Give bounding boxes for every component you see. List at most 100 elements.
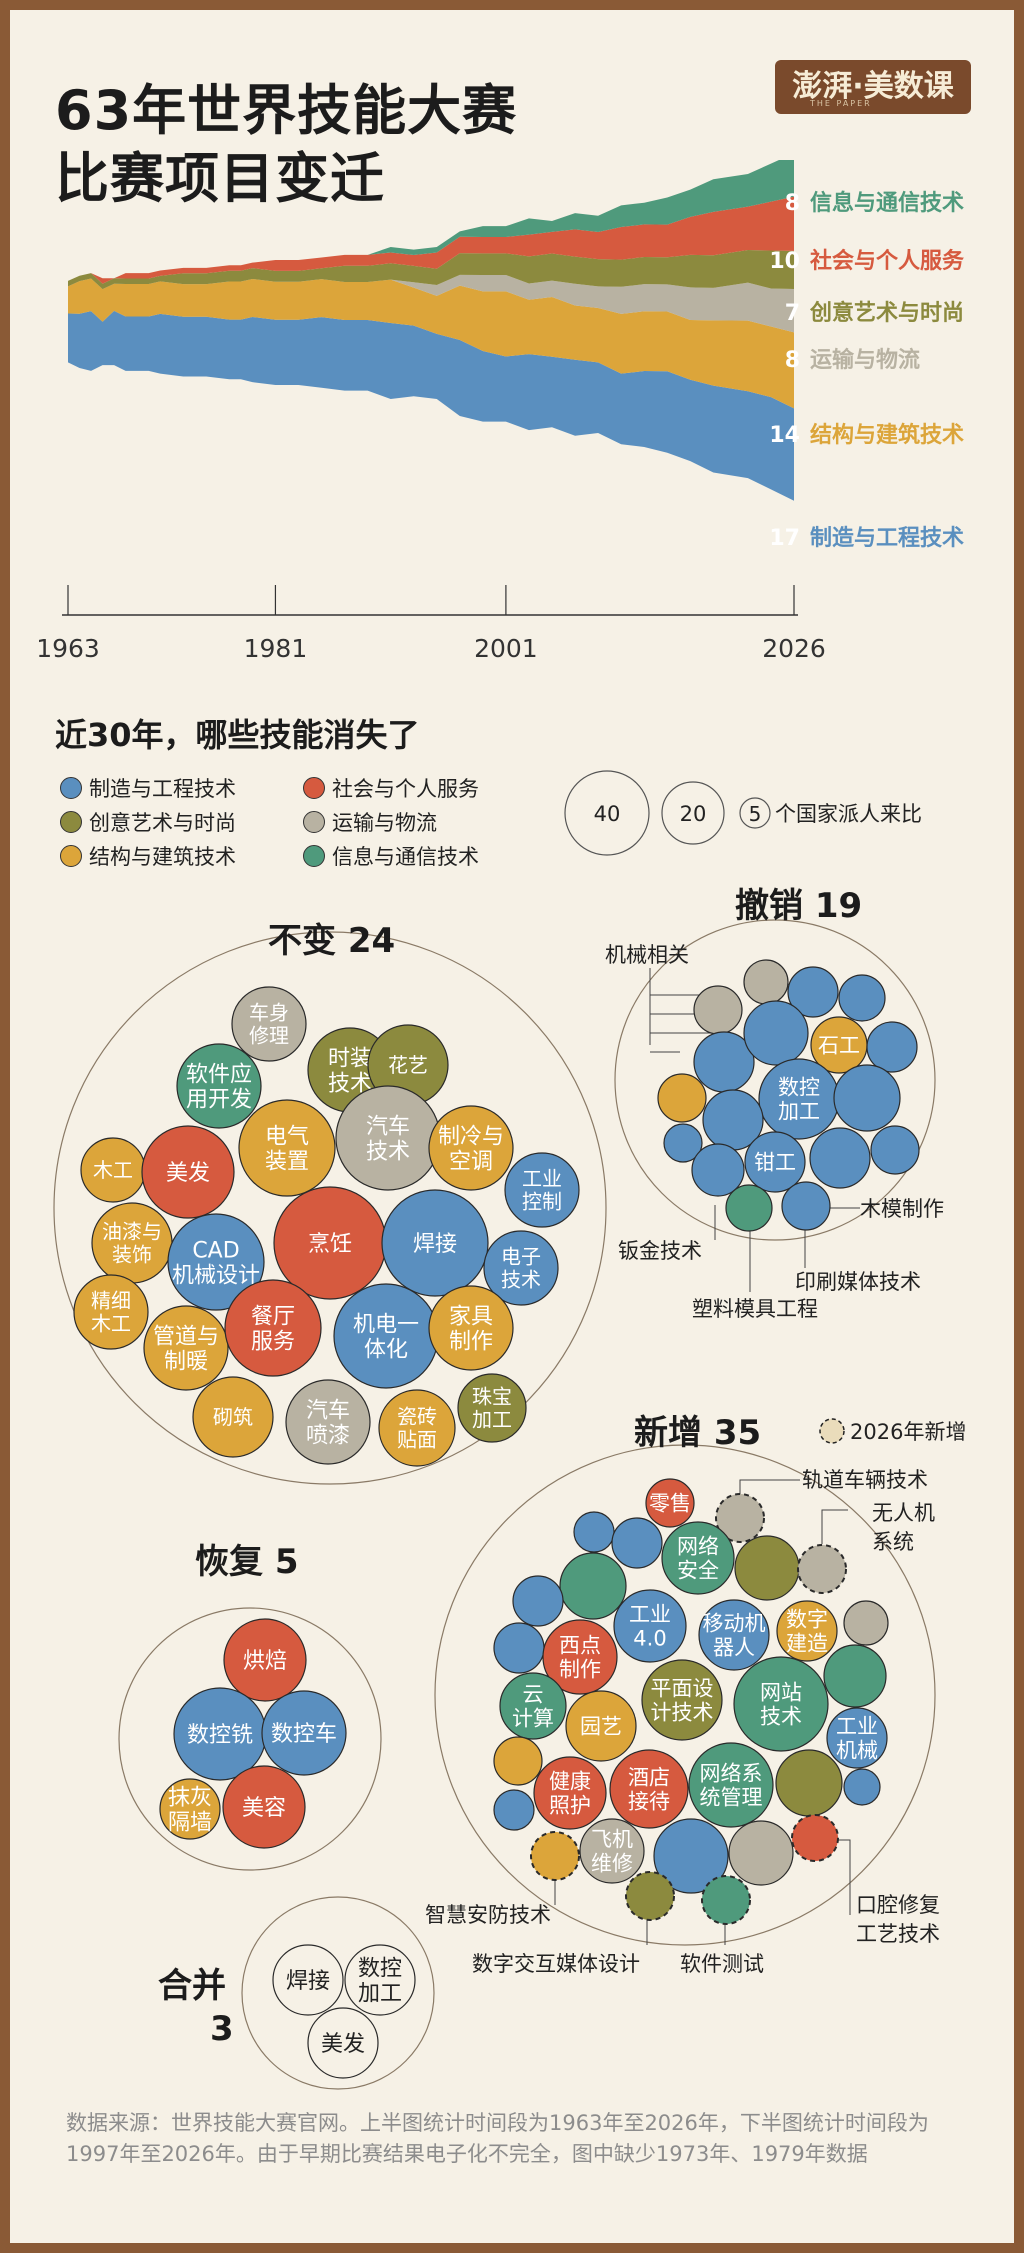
bubble-label: 计技术 (651, 1701, 714, 1725)
size-legend-value: 5 (749, 802, 762, 826)
bubble-label: 飞机 (591, 1827, 633, 1851)
area-series-5 (68, 160, 794, 281)
annotation-rail-vehicle: 轨道车辆技术 (802, 1468, 928, 1492)
bubble (609, 1749, 689, 1829)
bubble (428, 1105, 514, 1191)
bubble-label: 工业 (836, 1714, 878, 1738)
bubble (691, 1143, 745, 1197)
bubble (141, 1125, 235, 1219)
legend-dot (60, 845, 82, 867)
size-legend-value: 40 (594, 802, 621, 826)
final-value-label: 8 (785, 191, 800, 216)
bubble-label: 汽车 (366, 1114, 410, 1139)
bubble-label: 石工 (818, 1034, 860, 1058)
bubble (625, 1871, 675, 1921)
bubble-label: 餐厅 (251, 1304, 295, 1329)
annotation-drone-line2: 系统 (872, 1530, 914, 1554)
group-outline-merged (241, 1896, 435, 2090)
group-title-restored: 恢复 5 (195, 1542, 299, 1582)
bubble (733, 1656, 829, 1752)
legend-item-construction: 结构与建筑技术 (60, 841, 236, 871)
bubble-label: 装置 (265, 1150, 309, 1175)
bubble (223, 1618, 307, 1702)
bubble (579, 1818, 645, 1884)
legend-item-social: 社会与个人服务 (303, 773, 479, 803)
size-legend-circle-40 (564, 770, 650, 856)
bubble (222, 1765, 306, 1849)
bubble-label: 木工 (93, 1158, 133, 1182)
series-end-label: 制造与工程技术 (810, 526, 964, 551)
x-tick-label: 2001 (474, 634, 538, 663)
area-series-2 (68, 274, 794, 333)
bubble-label: 酒店 (628, 1765, 670, 1789)
bubble (530, 1831, 580, 1881)
infographic-page: 63年世界技能大赛 比赛项目变迁 澎湃·美数课 THE PAPER 1963 19… (10, 10, 1014, 2243)
bubble (725, 1184, 773, 1232)
bubble-label: 西点 (559, 1633, 601, 1657)
bubble (734, 1535, 800, 1601)
legend-dot (60, 811, 82, 833)
legend-item-creative: 创意艺术与时尚 (60, 807, 236, 837)
bubble-label: 数控 (358, 1956, 402, 1981)
bubble-label: 用开发 (186, 1088, 252, 1113)
bubble (866, 1021, 918, 1073)
bubble (428, 1285, 514, 1371)
legend-label: 社会与个人服务 (332, 777, 479, 801)
group-outline-removed (614, 919, 936, 1241)
title-line-1: 63年世界技能大赛 (55, 79, 518, 142)
bubble (307, 2007, 379, 2079)
bubble (261, 1690, 347, 1776)
bubble-label: 器人 (713, 1636, 755, 1660)
bubble-label: 工业 (522, 1167, 562, 1191)
bubble (743, 1000, 809, 1066)
bubble-label: 维修 (591, 1852, 633, 1876)
annotation-mechanical: 机械相关 (605, 943, 689, 967)
bubble-label: 建造 (786, 1632, 828, 1656)
bubble (224, 1279, 322, 1377)
group-title-unchanged: 不变 24 (268, 921, 395, 961)
title-line-2: 比赛项目变迁 (55, 147, 385, 210)
bubble (688, 1742, 774, 1828)
bubble (565, 1690, 637, 1762)
bubble (285, 1379, 371, 1465)
size-legend-circle-5 (739, 797, 771, 829)
bubble (838, 974, 886, 1022)
annotation-dental-line2: 工艺技术 (856, 1922, 940, 1946)
bubble (833, 1064, 901, 1132)
series-end-label: 结构与建筑技术 (810, 422, 964, 448)
bubble-label: 平面设 (651, 1676, 714, 1700)
bubble-label: 木工 (91, 1312, 131, 1336)
bubble (573, 1511, 615, 1553)
bubble (775, 1749, 843, 1817)
legend-label: 制造与工程技术 (89, 777, 236, 801)
bubble (663, 1123, 703, 1163)
x-tick-label: 1963 (36, 634, 100, 663)
bubble (231, 986, 307, 1062)
bubble (381, 1189, 489, 1297)
final-value-label: 14 (769, 423, 800, 448)
bubble (823, 1644, 887, 1708)
bubble (159, 1778, 221, 1840)
bubble (512, 1575, 564, 1627)
bubble (143, 1305, 229, 1391)
bubble-label: 烘焙 (243, 1649, 287, 1674)
annotation-dental-line1: 口腔修复 (856, 1893, 940, 1917)
bubble (533, 1756, 607, 1830)
bubble-label: 美发 (321, 2032, 365, 2057)
bubble (787, 966, 839, 1018)
bubble-label: 加工 (472, 1408, 512, 1432)
bubble-label: 接待 (628, 1790, 670, 1814)
bubble-label: 家具 (449, 1304, 493, 1329)
bubble (378, 1389, 456, 1467)
legend-item-manufacturing: 制造与工程技术 (60, 773, 236, 803)
bubble (238, 1099, 336, 1197)
legend-label: 运输与物流 (332, 811, 437, 835)
bubble (493, 1789, 535, 1831)
bubble-label: 网站 (760, 1680, 802, 1704)
bubble (176, 1043, 262, 1129)
bubble (272, 1944, 344, 2016)
bubble (457, 1373, 527, 1443)
bubble-label: 精细 (91, 1289, 131, 1313)
